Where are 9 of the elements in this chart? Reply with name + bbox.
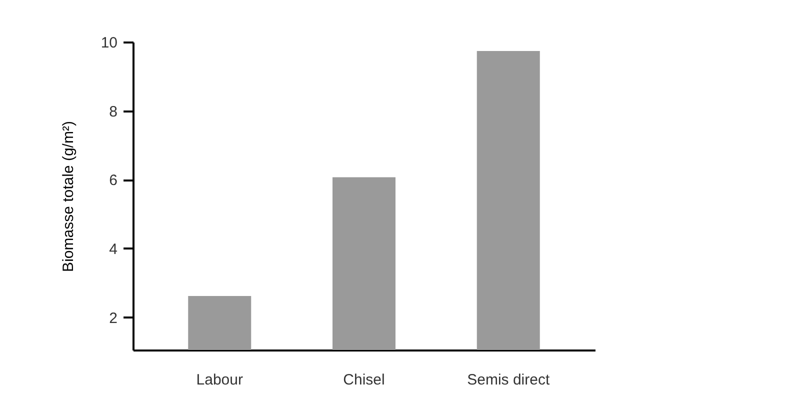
- y-tick-label: 8: [109, 103, 118, 120]
- y-tick-label: 10: [100, 34, 118, 52]
- x-tick-label: Labour: [196, 372, 243, 388]
- y-tick-label: 4: [109, 240, 118, 258]
- y-axis-title: Biomasse totale (g/m²): [60, 121, 77, 272]
- y-tick-label: 2: [109, 310, 118, 327]
- x-tick-label: Semis direct: [467, 372, 550, 388]
- x-tick-label: Chisel: [343, 372, 385, 388]
- y-tick-label: 6: [109, 172, 118, 190]
